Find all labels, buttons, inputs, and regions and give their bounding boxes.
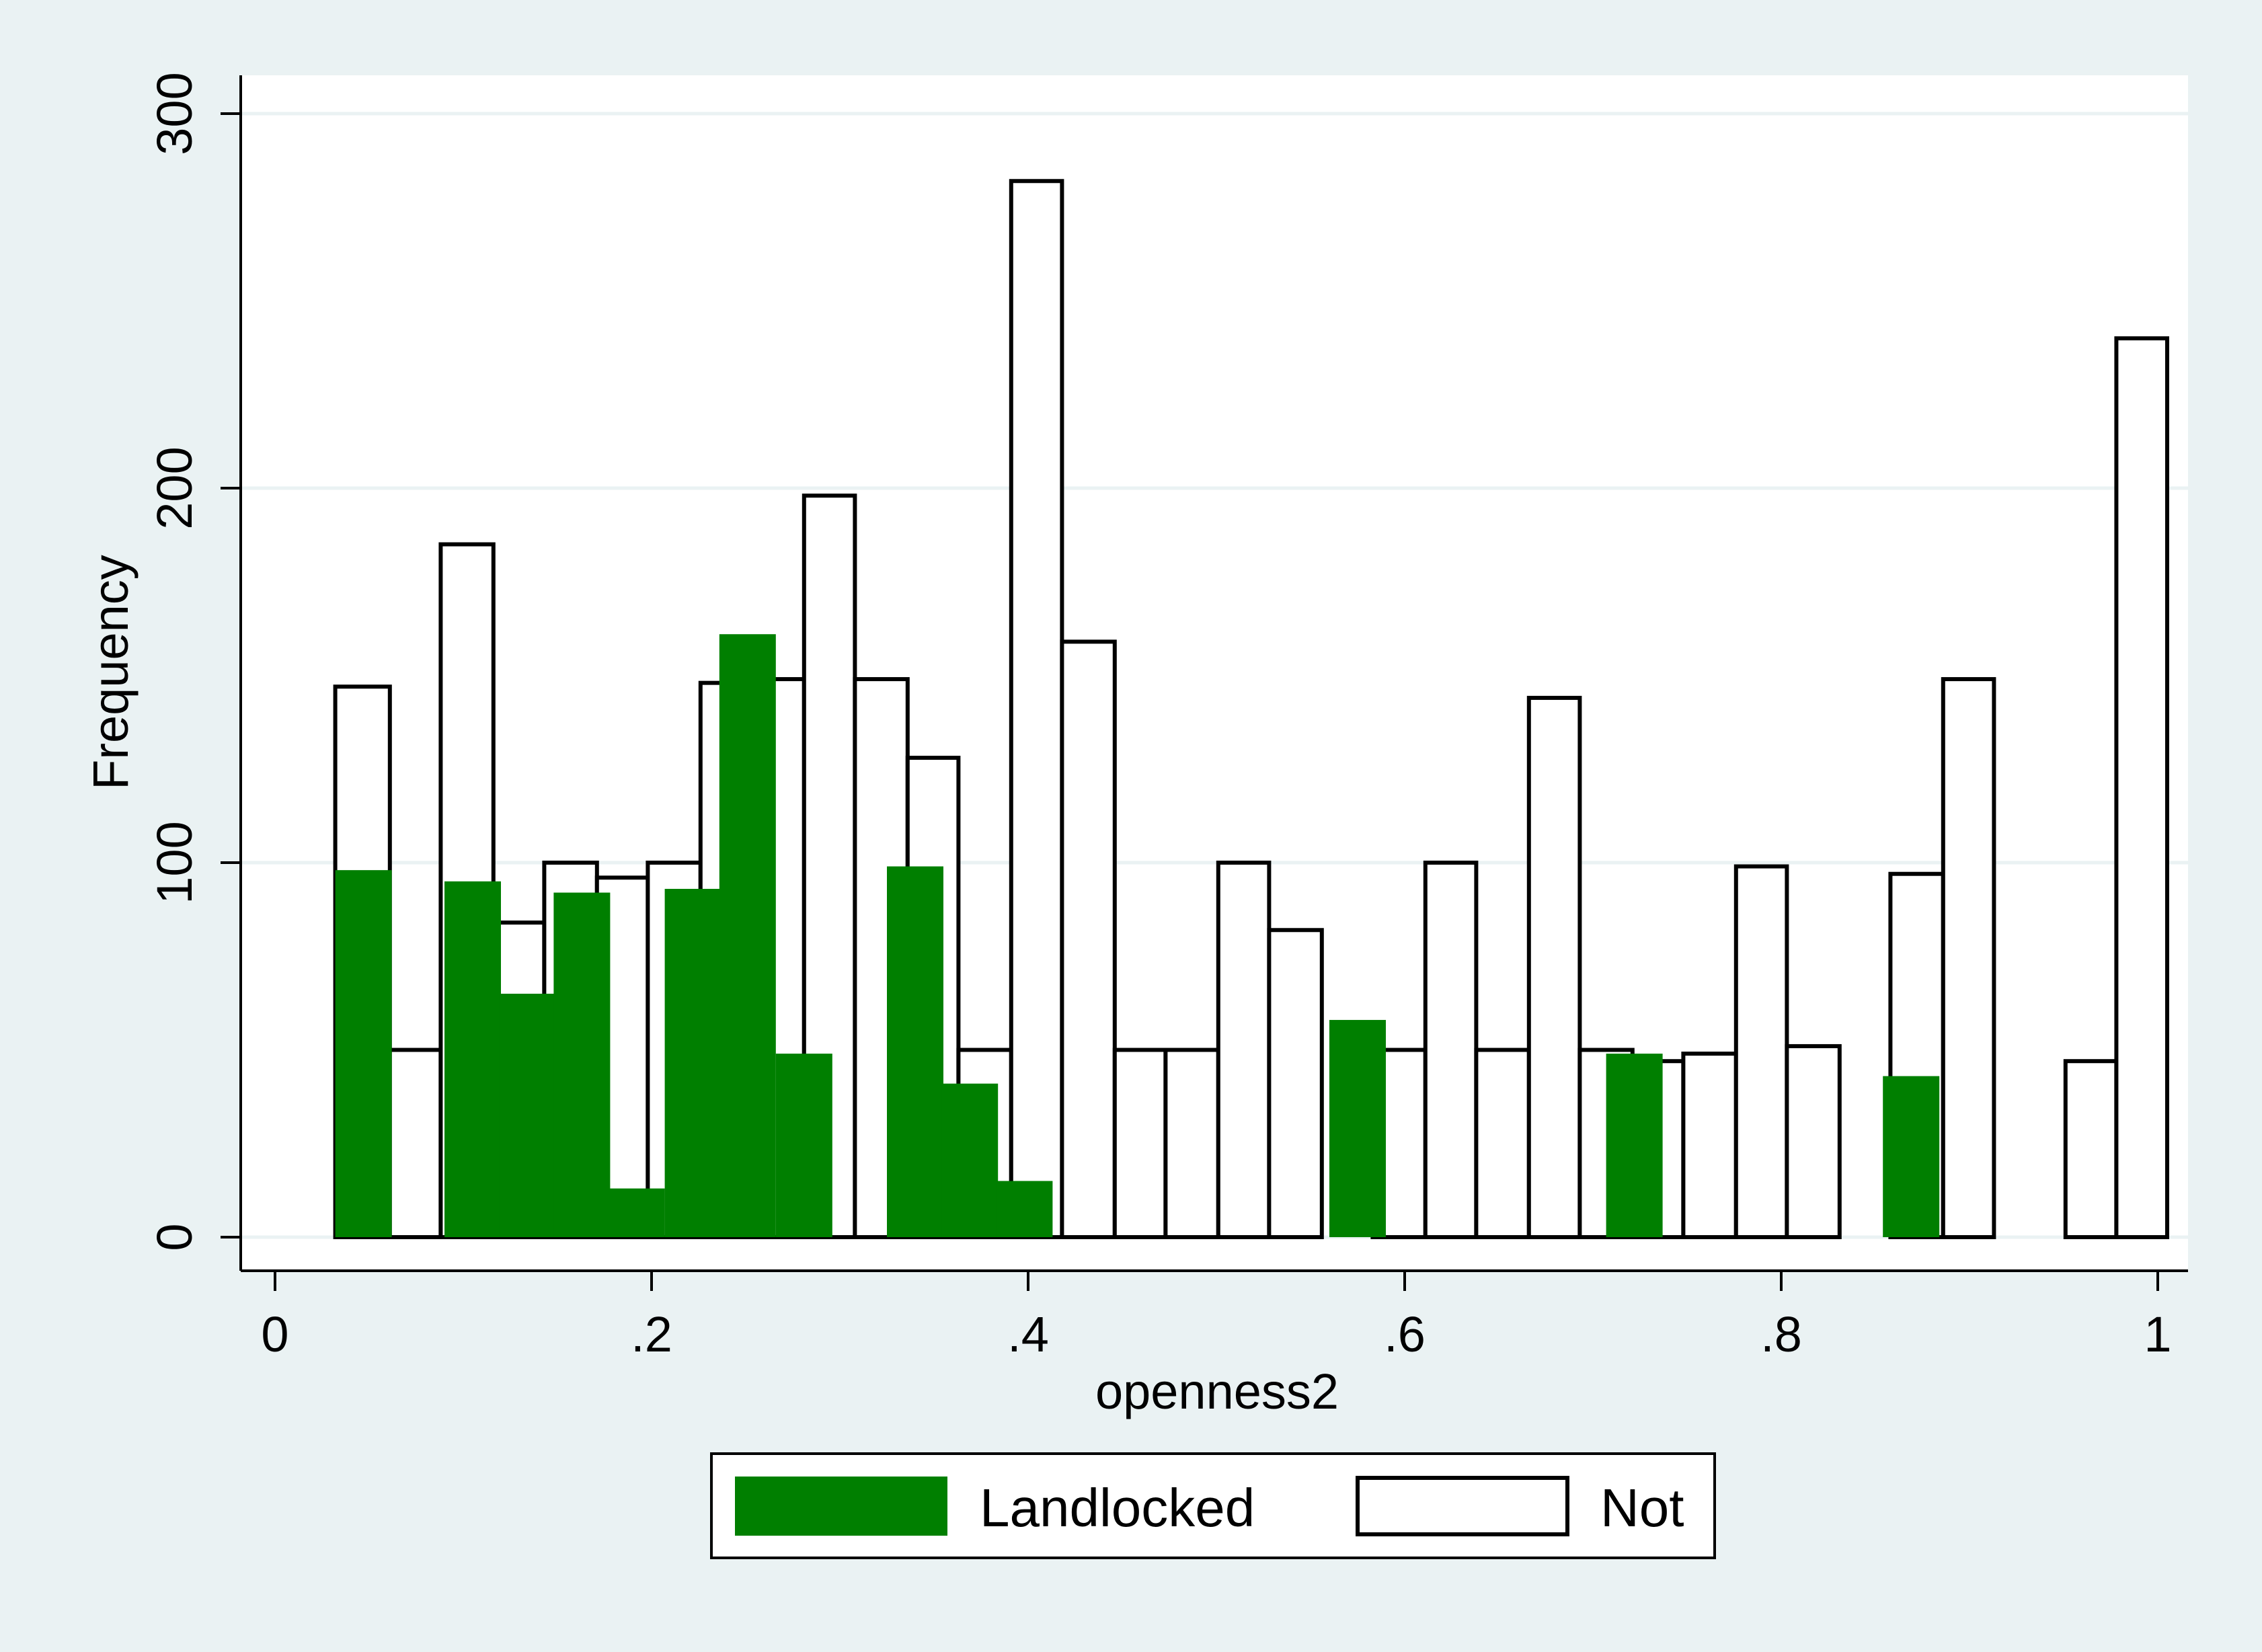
bar-not [1163, 1048, 1220, 1239]
series-landlocked-bars [335, 634, 1940, 1237]
x-tick-label: .6 [1384, 1306, 1426, 1362]
bar-not [387, 1048, 443, 1239]
bar-landlocked [1606, 1054, 1663, 1237]
bar-not [1267, 928, 1324, 1239]
legend-swatch-not [1356, 1476, 1569, 1536]
y-tick-label: 100 [147, 821, 202, 904]
bar-landlocked [1329, 1019, 1386, 1237]
bar-landlocked [664, 888, 722, 1237]
legend: Landlocked Not [710, 1452, 1716, 1559]
y-tick-label: 300 [147, 72, 202, 155]
bar-not [1423, 861, 1479, 1239]
x-tick-label: .2 [631, 1306, 672, 1362]
y-axis-title: Frequency [83, 555, 139, 790]
bar-landlocked [499, 993, 556, 1237]
bar-not [1526, 695, 1582, 1240]
bar-not [1112, 1048, 1168, 1239]
y-tick-label: 200 [147, 446, 202, 529]
bar-landlocked [1883, 1076, 1940, 1237]
y-axis-ticks: 0 100 200 300 [147, 72, 241, 1251]
x-tick-label: 0 [261, 1306, 288, 1362]
bar-landlocked [444, 881, 501, 1237]
bar-landlocked [887, 866, 943, 1237]
x-axis-ticks: 0 .2 .4 .6 .8 1 [261, 1271, 2172, 1362]
y-tick-label: 0 [147, 1223, 202, 1251]
bar-landlocked [996, 1181, 1053, 1237]
bar-not [1785, 1044, 1842, 1240]
bar-not [2114, 336, 2169, 1240]
bar-landlocked [608, 1188, 665, 1237]
bar-not [1941, 677, 1996, 1239]
bar-not [1681, 1052, 1738, 1239]
bar-not [1216, 861, 1272, 1239]
bar-landlocked [553, 892, 611, 1237]
bar-not [2063, 1059, 2119, 1239]
x-tick-label: .8 [1760, 1306, 1802, 1362]
legend-label-not: Not [1600, 1478, 1684, 1538]
x-axis-title: openness2 [1095, 1364, 1339, 1419]
bar-not [1009, 179, 1064, 1239]
x-tick-label: .4 [1007, 1306, 1049, 1362]
bar-not [1060, 639, 1117, 1239]
bar-landlocked [775, 1054, 832, 1237]
bar-landlocked [719, 634, 776, 1237]
legend-swatch-landlocked [735, 1477, 947, 1536]
bar-landlocked [941, 1083, 999, 1237]
legend-label-landlocked: Landlocked [980, 1478, 1255, 1538]
bar-not [1474, 1048, 1531, 1239]
bar-landlocked [335, 870, 392, 1237]
x-tick-label: 1 [2144, 1306, 2171, 1362]
bar-not [1733, 864, 1789, 1239]
